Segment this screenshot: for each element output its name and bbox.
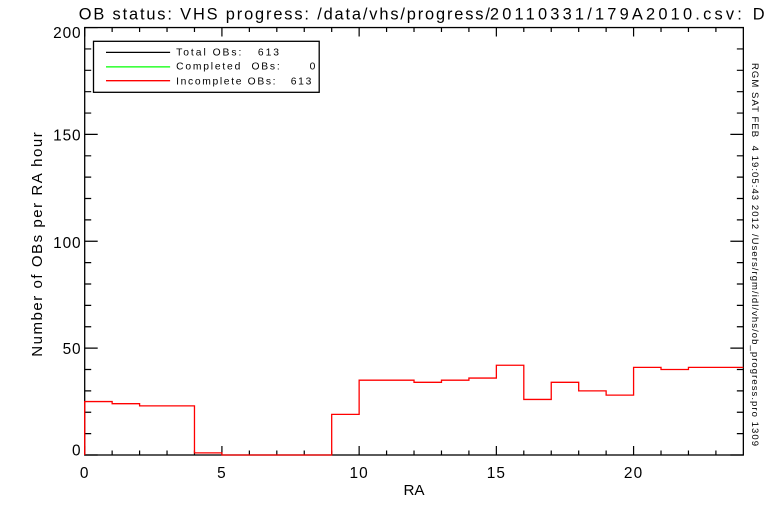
- svg-text:RGM SAT FEB 4 19:05:43 2012 /: RGM SAT FEB 4 19:05:43 2012 /Users/rgm/i…: [749, 63, 760, 446]
- svg-text:100: 100: [53, 235, 81, 252]
- svg-text:Incomplete OBs: 613: Incomplete OBs: 613: [176, 76, 311, 87]
- svg-text:Number of OBs per RA hour: Number of OBs per RA hour: [29, 132, 46, 357]
- svg-text:150: 150: [53, 128, 81, 145]
- svg-text:Completed OBs: 0: Completed OBs: 0: [176, 62, 315, 73]
- svg-text:Total OBs: 613: Total OBs: 613: [176, 48, 279, 59]
- svg-text:RA: RA: [403, 482, 425, 499]
- svg-text:OB status: VHS progress: /data: OB status: VHS progress: /data/vhs/progr…: [79, 6, 765, 24]
- svg-text:10: 10: [349, 465, 368, 482]
- svg-text:15: 15: [487, 465, 506, 482]
- svg-text:20: 20: [624, 465, 643, 482]
- svg-text:5: 5: [217, 465, 227, 482]
- svg-text:0: 0: [80, 465, 90, 482]
- svg-text:0: 0: [72, 443, 81, 460]
- svg-text:50: 50: [63, 341, 82, 358]
- svg-text:200: 200: [53, 25, 81, 42]
